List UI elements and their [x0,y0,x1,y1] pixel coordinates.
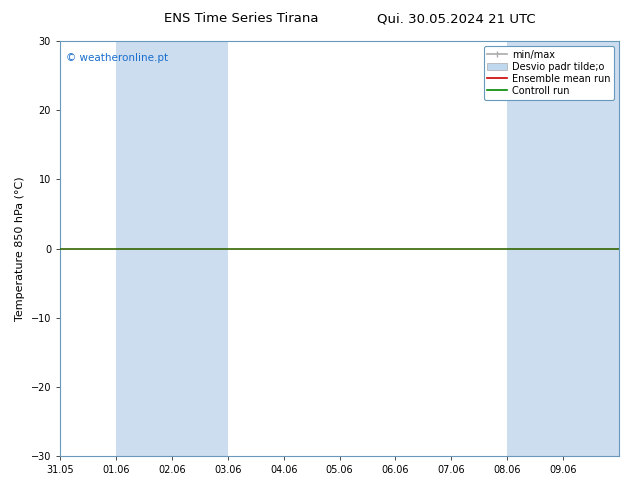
Y-axis label: Temperature 850 hPa (°C): Temperature 850 hPa (°C) [15,176,25,321]
Bar [116,41,172,456]
Text: ENS Time Series Tirana: ENS Time Series Tirana [164,12,318,25]
Bar [172,41,228,456]
Bar [563,41,619,456]
Text: © weatheronline.pt: © weatheronline.pt [66,53,168,64]
Bar [507,41,563,456]
Legend: min/max, Desvio padr tilde;o, Ensemble mean run, Controll run: min/max, Desvio padr tilde;o, Ensemble m… [484,46,614,99]
Text: Qui. 30.05.2024 21 UTC: Qui. 30.05.2024 21 UTC [377,12,536,25]
